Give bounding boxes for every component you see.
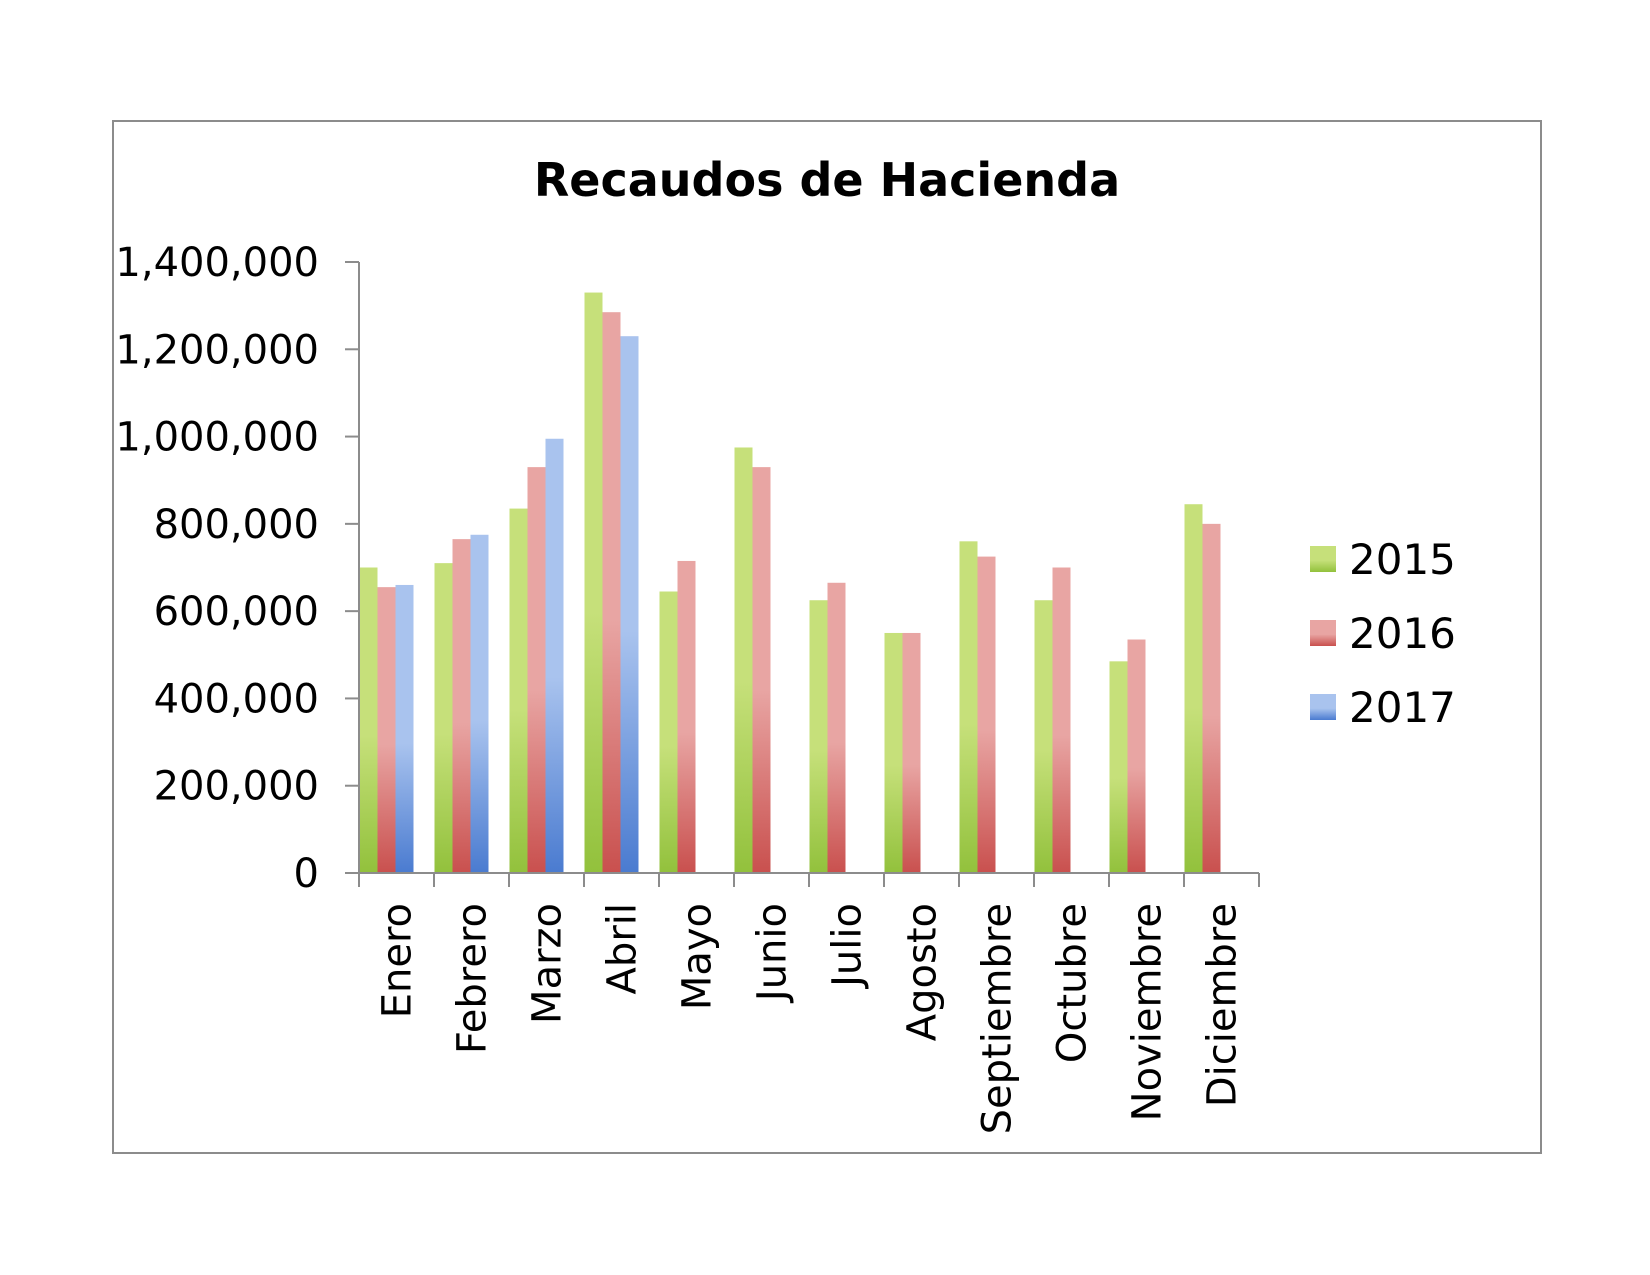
x-tick-label-abril: Abril [600, 903, 646, 994]
bar-chart: Recaudos de Hacienda 0 200,000 400,000 600,… [115, 153, 1456, 1134]
bar-2015-octubre [1034, 600, 1053, 873]
y-tick-label: 800,000 [154, 502, 319, 548]
bar-2016-septiembre [977, 556, 996, 873]
y-tick-label: 400,000 [154, 676, 319, 722]
chart-frame: Recaudos de Hacienda 0 200,000 400,000 600,… [112, 120, 1542, 1154]
y-axis-ticks: 0 200,000 400,000 600,000 800,000 1,000,000 1,… [115, 240, 359, 897]
bar-2017-enero [395, 584, 414, 873]
legend: 2015 2016 2017 [1310, 535, 1456, 732]
x-tick-label-julio: Julio [825, 903, 871, 990]
bar-2015-agosto [884, 632, 903, 873]
bar-2017-febrero [470, 534, 489, 873]
x-tick-label-diciembre: Diciembre [1200, 903, 1246, 1107]
bar-2015-diciembre [1184, 504, 1203, 873]
bar-2016-junio [752, 467, 771, 873]
bar-2015-junio [734, 447, 753, 873]
legend-swatch-2016 [1310, 620, 1336, 646]
legend-label-2015: 2015 [1349, 535, 1456, 584]
bar-2016-enero [377, 587, 396, 873]
y-tick-label: 1,200,000 [115, 327, 319, 373]
y-tick-label: 1,400,000 [115, 240, 319, 286]
bars [359, 292, 1221, 873]
legend-swatch-2017 [1310, 694, 1336, 720]
bar-2015-marzo [509, 508, 528, 873]
bar-2017-abril [620, 336, 639, 873]
x-tick-label-noviembre: Noviembre [1125, 903, 1171, 1121]
bar-2016-agosto [902, 632, 921, 873]
bar-2016-febrero [452, 539, 471, 873]
bar-2016-mayo [677, 560, 696, 873]
x-tick-label-septiembre: Septiembre [975, 903, 1021, 1134]
legend-label-2017: 2017 [1349, 683, 1456, 732]
bar-2016-diciembre [1202, 523, 1221, 873]
x-axis-ticks: Enero Febrero Marzo Abril Mayo Junio Julio Agos… [358, 873, 1260, 1134]
chart-title: Recaudos de Hacienda [534, 153, 1120, 207]
x-tick-label-marzo: Marzo [525, 903, 571, 1024]
bar-2016-octubre [1052, 567, 1071, 873]
x-tick-label-febrero: Febrero [450, 903, 496, 1054]
bar-2016-abril [602, 312, 621, 873]
bar-2016-noviembre [1127, 639, 1146, 873]
bar-2015-febrero [434, 563, 453, 873]
legend-label-2016: 2016 [1349, 609, 1456, 658]
y-tick-label: 200,000 [154, 764, 319, 810]
bar-2015-abril [584, 292, 603, 873]
bar-2016-julio [827, 582, 846, 873]
bar-2017-marzo [545, 438, 564, 873]
y-tick-label: 1,000,000 [115, 415, 319, 461]
bar-2015-julio [809, 600, 828, 873]
x-tick-label-octubre: Octubre [1050, 903, 1096, 1063]
bar-2015-septiembre [959, 541, 978, 873]
x-tick-label-agosto: Agosto [900, 903, 946, 1041]
y-tick-label: 600,000 [154, 589, 319, 635]
bar-2016-marzo [527, 467, 546, 873]
bar-2015-enero [359, 567, 378, 873]
x-tick-label-mayo: Mayo [675, 903, 721, 1010]
x-tick-label-junio: Junio [750, 903, 796, 1004]
legend-swatch-2015 [1310, 546, 1336, 572]
bar-2015-mayo [659, 591, 678, 873]
bar-2015-noviembre [1109, 661, 1128, 873]
y-tick-label: 0 [294, 851, 319, 897]
x-tick-label-enero: Enero [375, 903, 421, 1018]
